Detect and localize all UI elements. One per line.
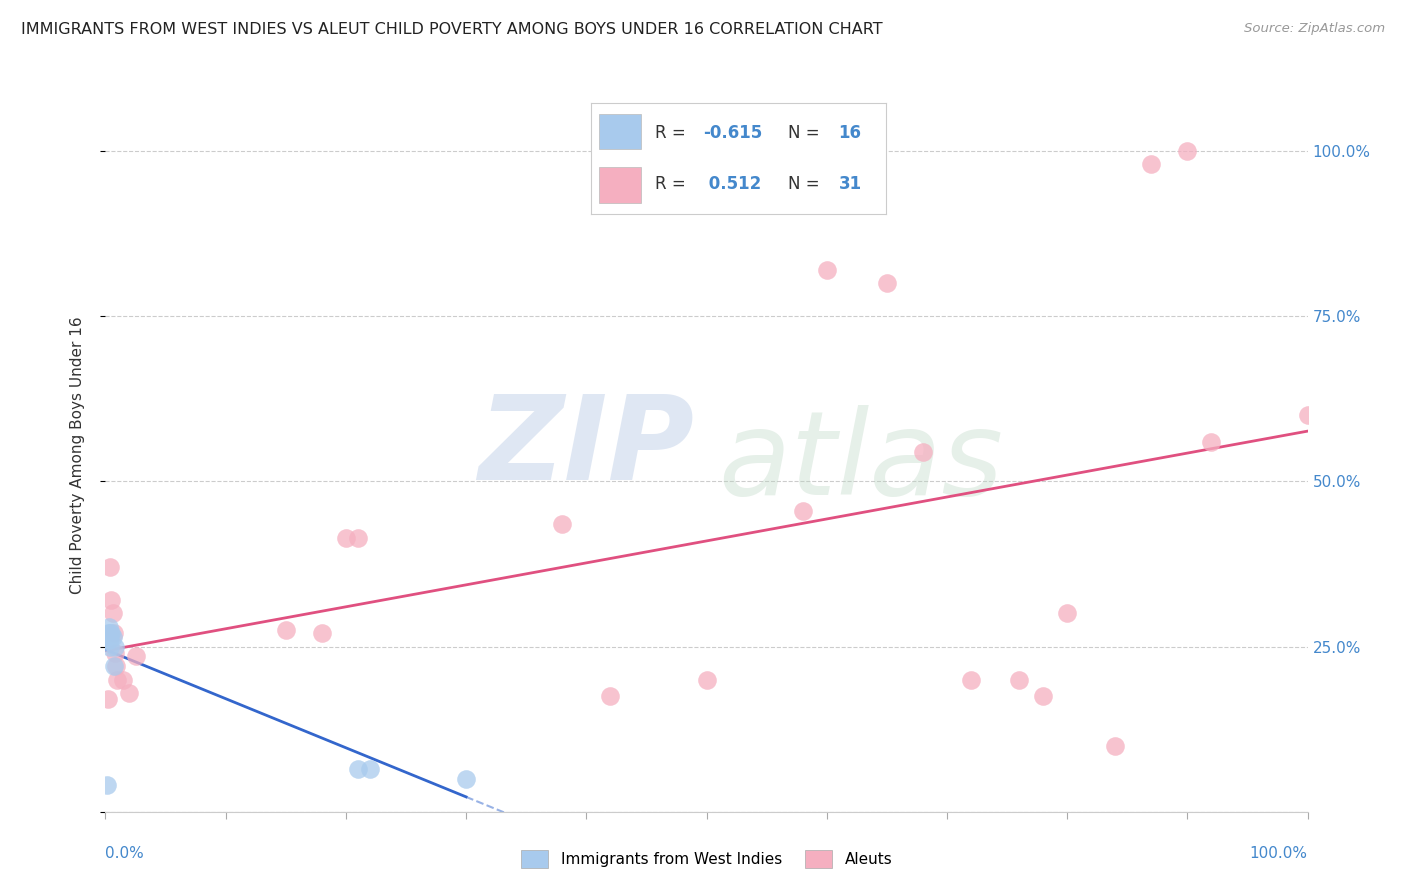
Text: R =: R =	[655, 124, 692, 142]
Point	[98, 640, 121, 654]
Point	[960, 673, 983, 687]
Point	[454, 772, 477, 786]
Point	[1032, 689, 1054, 703]
Text: 31: 31	[838, 175, 862, 193]
Text: R =: R =	[655, 175, 692, 193]
Point	[98, 560, 121, 574]
Point	[101, 607, 124, 621]
Point	[105, 659, 128, 673]
Point	[98, 626, 121, 640]
Point	[911, 444, 934, 458]
Text: 0.512: 0.512	[703, 175, 761, 193]
Point	[98, 630, 121, 644]
Text: IMMIGRANTS FROM WEST INDIES VS ALEUT CHILD POVERTY AMONG BOYS UNDER 16 CORRELATI: IMMIGRANTS FROM WEST INDIES VS ALEUT CHI…	[21, 22, 883, 37]
Point	[97, 692, 120, 706]
Text: N =: N =	[789, 175, 825, 193]
Text: -0.615: -0.615	[703, 124, 762, 142]
FancyBboxPatch shape	[599, 168, 641, 203]
Point	[101, 630, 124, 644]
Point	[1296, 409, 1319, 423]
Point	[1056, 607, 1078, 621]
Point	[103, 659, 125, 673]
Point	[104, 646, 127, 660]
Y-axis label: Child Poverty Among Boys Under 16: Child Poverty Among Boys Under 16	[70, 316, 84, 594]
Point	[100, 593, 122, 607]
Text: ZIP: ZIP	[478, 391, 695, 505]
Point	[98, 632, 121, 647]
Point	[96, 778, 118, 792]
Point	[696, 673, 718, 687]
Point	[1104, 739, 1126, 753]
Text: 100.0%: 100.0%	[1250, 847, 1308, 861]
Point	[100, 626, 122, 640]
Point	[311, 626, 333, 640]
Point	[124, 649, 146, 664]
Point	[274, 623, 297, 637]
Text: N =: N =	[789, 124, 825, 142]
Point	[98, 620, 121, 634]
Point	[118, 686, 141, 700]
Point	[551, 517, 574, 532]
Point	[815, 263, 838, 277]
Text: 0.0%: 0.0%	[105, 847, 145, 861]
Point	[112, 673, 135, 687]
Point	[335, 531, 357, 545]
Text: atlas: atlas	[718, 405, 1004, 519]
Point	[1140, 157, 1163, 171]
Point	[792, 504, 814, 518]
Point	[97, 632, 120, 647]
Text: Source: ZipAtlas.com: Source: ZipAtlas.com	[1244, 22, 1385, 36]
Text: 16: 16	[838, 124, 862, 142]
FancyBboxPatch shape	[599, 114, 641, 150]
Point	[97, 626, 120, 640]
Legend: Immigrants from West Indies, Aleuts: Immigrants from West Indies, Aleuts	[513, 843, 900, 875]
Point	[1008, 673, 1031, 687]
Point	[347, 762, 370, 776]
Point	[104, 640, 127, 654]
Point	[1201, 434, 1223, 449]
Point	[347, 531, 370, 545]
Point	[1175, 144, 1198, 158]
Point	[876, 276, 898, 290]
Point	[359, 762, 381, 776]
Point	[599, 689, 621, 703]
Point	[107, 673, 129, 687]
Point	[103, 626, 125, 640]
Point	[98, 630, 121, 644]
